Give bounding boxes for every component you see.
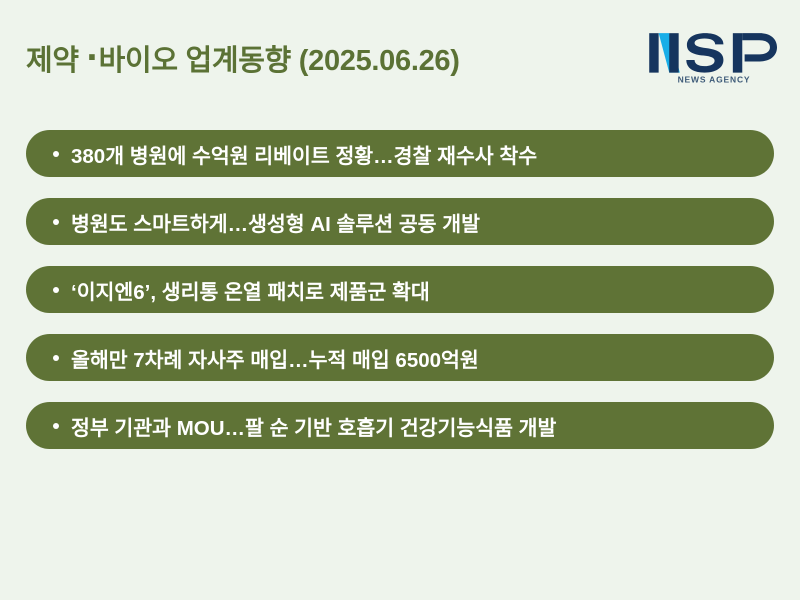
svg-text:NEWS AGENCY: NEWS AGENCY xyxy=(678,75,751,85)
